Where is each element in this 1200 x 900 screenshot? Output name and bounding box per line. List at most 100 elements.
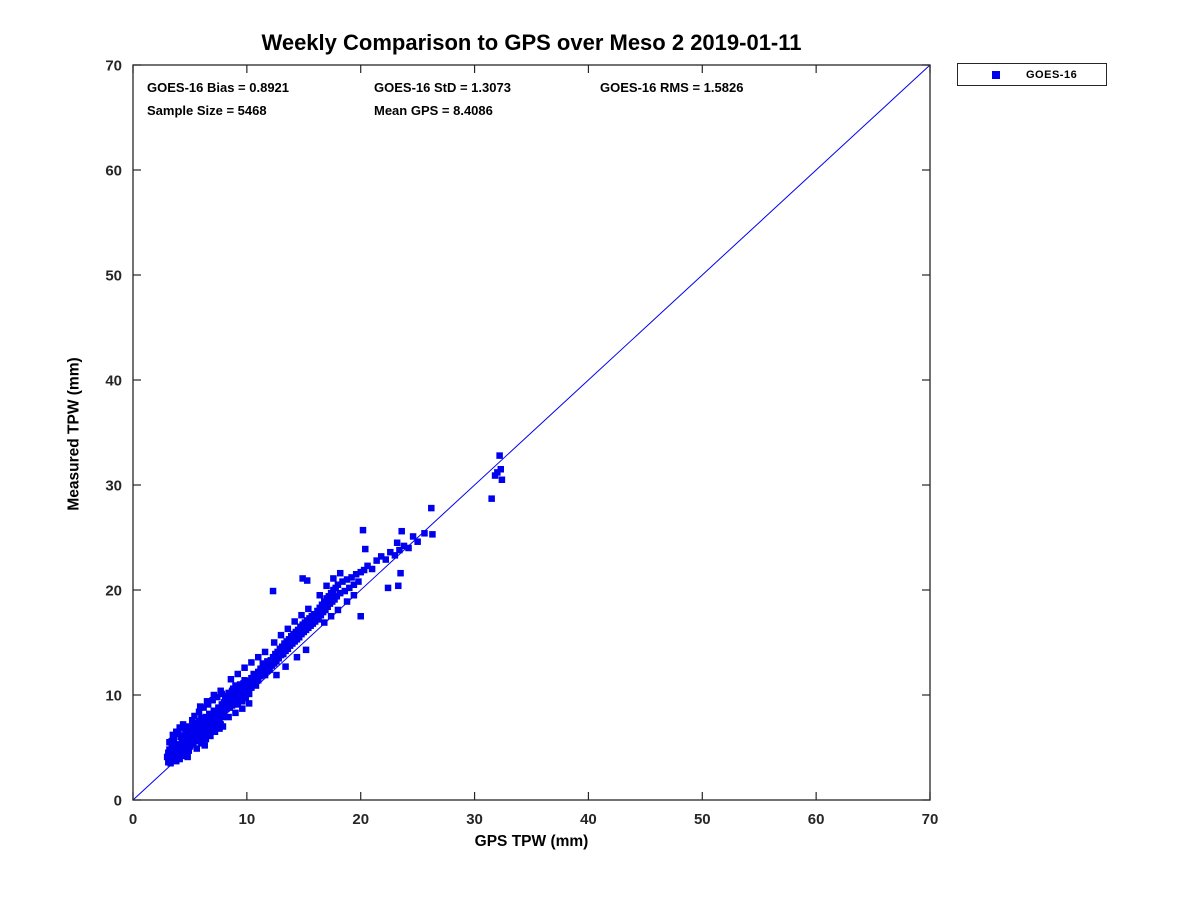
- scatter-point: [293, 653, 301, 661]
- scatter-point: [254, 653, 262, 661]
- annotation-sample-size: Sample Size = 5468: [147, 103, 267, 118]
- scatter-point: [214, 693, 221, 701]
- annotation-mean-gps: Mean GPS = 8.4086: [374, 103, 493, 118]
- scatter-point: [198, 740, 205, 747]
- scatter-point: [242, 694, 249, 702]
- scatter-point: [398, 527, 405, 535]
- scatter-point: [302, 646, 310, 654]
- scatter-point: [428, 504, 435, 512]
- scatter-point: [382, 556, 390, 563]
- scatter-point: [186, 743, 194, 750]
- annotation-std: GOES-16 StD = 1.3073: [374, 80, 511, 95]
- scatter-point: [252, 682, 260, 689]
- scatter-point: [228, 702, 236, 709]
- scatter-point: [488, 495, 495, 502]
- x-tick-label: 40: [580, 811, 597, 828]
- scatter-point: [421, 530, 428, 537]
- scatter-point: [330, 575, 337, 582]
- scatter-point: [192, 725, 199, 732]
- scatter-point: [384, 584, 392, 592]
- scatter-point: [177, 733, 185, 741]
- scatter-point: [211, 728, 219, 735]
- scatter-point: [316, 592, 323, 599]
- scatter-point: [239, 698, 246, 705]
- scatter-point: [254, 677, 262, 684]
- scatter-point: [203, 698, 211, 705]
- scatter-point: [305, 605, 312, 613]
- scatter-point: [498, 476, 506, 483]
- scatter-point: [167, 754, 174, 762]
- scatter-point: [225, 713, 232, 721]
- scatter-point: [350, 592, 358, 599]
- scatter-point: [348, 574, 355, 581]
- scatter-point: [497, 466, 505, 473]
- scatter-point: [405, 544, 412, 552]
- scatter-point: [298, 611, 305, 619]
- scatter-point: [269, 587, 277, 595]
- scatter-point: [180, 732, 188, 740]
- scatter-point: [355, 578, 362, 585]
- scatter-point: [368, 565, 376, 573]
- scatter-point: [216, 725, 223, 732]
- scatter-point: [241, 677, 248, 684]
- scatter-point: [311, 618, 319, 625]
- scatter-point: [494, 469, 501, 476]
- scatter-point: [234, 701, 241, 708]
- scatter-point: [396, 546, 403, 554]
- scatter-point: [357, 568, 364, 576]
- scatter-point: [334, 581, 342, 588]
- y-tick-label: 40: [105, 373, 122, 390]
- scatter-point: [219, 723, 227, 730]
- scatter-point: [209, 697, 216, 704]
- scatter-point: [397, 569, 404, 577]
- scatter-point: [346, 584, 353, 592]
- scatter-point: [395, 582, 402, 590]
- y-tick-label: 20: [105, 583, 122, 600]
- chart-title: Weekly Comparison to GPS over Meso 2 201…: [261, 30, 802, 55]
- scatter-point: [357, 613, 364, 620]
- scatter-point: [184, 753, 191, 761]
- scatter-point: [409, 533, 417, 540]
- scatter-point: [343, 598, 351, 605]
- y-tick-label: 70: [105, 58, 122, 75]
- scatter-point: [352, 571, 360, 578]
- scatter-point: [234, 670, 241, 678]
- legend-marker-goes16: [992, 70, 1000, 79]
- scatter-point: [210, 691, 218, 699]
- scatter-point: [193, 745, 201, 752]
- scatter-point: [282, 663, 289, 670]
- scatter-point: [277, 631, 285, 639]
- scatter-point: [203, 726, 211, 733]
- scatter-point: [303, 577, 311, 584]
- scatter-point: [245, 700, 253, 707]
- scatter-point: [387, 548, 394, 556]
- scatter-point: [215, 704, 222, 711]
- x-tick-label: 50: [694, 811, 711, 828]
- scatter-point: [391, 552, 399, 559]
- scatter-point: [202, 735, 210, 743]
- scatter-point: [232, 709, 239, 717]
- annotation-bias: GOES-16 Bias = 0.8921: [147, 80, 290, 95]
- scatter-point: [179, 721, 187, 728]
- scatter-point: [327, 613, 335, 620]
- y-tick-label: 50: [105, 268, 122, 285]
- scatter-point: [208, 727, 215, 734]
- scatter-point: [236, 681, 244, 688]
- scatter-point: [217, 687, 224, 695]
- scatter-point: [261, 671, 269, 679]
- scatter-point: [359, 526, 367, 534]
- axes-box: [132, 64, 931, 801]
- scatter-point: [259, 660, 267, 667]
- y-tick-label: 30: [105, 478, 122, 495]
- scatter-point: [200, 704, 207, 711]
- x-tick-label: 10: [239, 811, 256, 828]
- scatter-point: [195, 708, 203, 716]
- scatter-point: [414, 538, 421, 545]
- scatter-point: [248, 684, 255, 691]
- y-tick-label: 0: [114, 793, 122, 810]
- scatter-point: [362, 545, 369, 553]
- legend: GOES-16: [957, 63, 1107, 86]
- y-tick-label: 60: [105, 163, 122, 180]
- scatter-point: [429, 531, 436, 538]
